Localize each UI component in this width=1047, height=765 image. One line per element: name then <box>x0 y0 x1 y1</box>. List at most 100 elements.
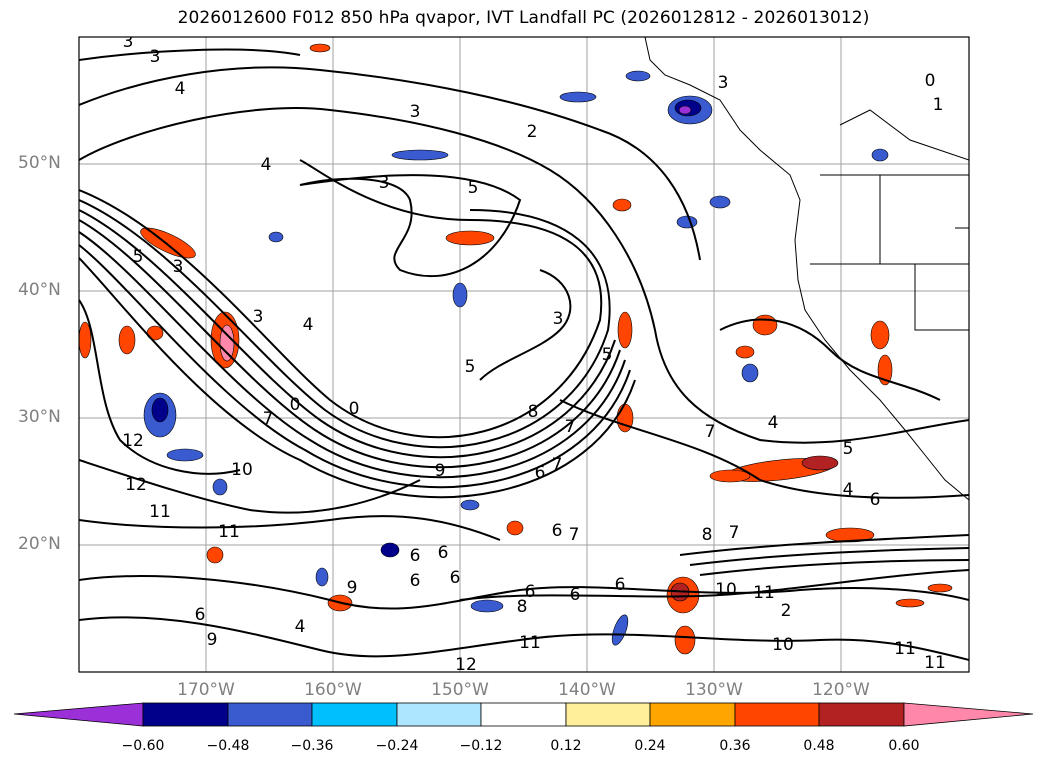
colorbar-swatch <box>311 702 398 727</box>
colorbar-tick-label: 0.24 <box>634 738 666 754</box>
contour-label: 6 <box>195 605 206 625</box>
colorbar-tick-label: −0.60 <box>121 738 165 754</box>
colorbar-tick-label: −0.24 <box>375 738 419 754</box>
colorbar-swatch <box>227 702 313 727</box>
qvapor-filled-contours <box>79 43 953 655</box>
contour-label: 6 <box>535 463 546 483</box>
contour-label: 7 <box>729 523 740 543</box>
contour-label: 3 <box>150 47 161 67</box>
lat-label-30n: 30°N <box>18 407 61 427</box>
colorbar-swatch <box>480 702 567 727</box>
contour-label: 3 <box>379 173 390 193</box>
lon-label-130w: 130°W <box>685 680 743 700</box>
colorbar-swatch <box>142 702 229 727</box>
contour-label: 8 <box>702 525 713 545</box>
contour-label: 7 <box>569 525 580 545</box>
contour-label: 5 <box>843 439 854 459</box>
contour-label: 0 <box>925 71 936 91</box>
colorbar <box>13 702 1034 727</box>
contour-label: 1 <box>933 95 944 115</box>
contour-label: 0 <box>349 399 360 419</box>
contour-label: 6 <box>615 575 626 595</box>
contour-label: 6 <box>450 568 461 588</box>
contour-label: 3 <box>553 309 564 329</box>
colorbar-swatch <box>818 702 905 727</box>
contour-label: 11 <box>218 522 240 542</box>
contour-labels: 3 3 4 3 2 0 1 3 4 3 5 3 5 3 4 5 5 3 0 0 … <box>122 32 946 675</box>
contour-label: 9 <box>435 461 446 481</box>
colorbar-tick-label: 0.36 <box>719 738 751 754</box>
contour-label: 4 <box>261 155 272 175</box>
contour-label: 7 <box>552 455 563 475</box>
contour-label: 12 <box>122 431 144 451</box>
contour-label: 7 <box>565 417 576 437</box>
colorbar-tick-label: 0.60 <box>888 738 920 754</box>
contour-label: 4 <box>295 617 306 637</box>
colorbar-upper-extend <box>903 702 1034 727</box>
lon-label-150w: 150°W <box>431 680 489 700</box>
contour-label: 5 <box>602 345 613 365</box>
contour-label: 9 <box>207 630 218 650</box>
colorbar-lower-extend <box>13 702 144 727</box>
lon-label-120w: 120°W <box>812 680 870 700</box>
coastline <box>644 37 969 501</box>
colorbar-swatch <box>734 702 820 727</box>
contour-label: 2 <box>781 601 792 621</box>
contour-label: 2 <box>527 122 538 142</box>
colorbar-swatch <box>396 702 482 727</box>
contour-label: 12 <box>455 655 477 675</box>
contour-label: 5 <box>133 247 144 267</box>
contour-label: 4 <box>175 79 186 99</box>
contour-label: 6 <box>438 543 449 563</box>
contour-label: 6 <box>410 546 421 566</box>
colorbar-tick-label: −0.48 <box>206 738 250 754</box>
lon-label-140w: 140°W <box>558 680 616 700</box>
lat-label-40n: 40°N <box>18 280 61 300</box>
colorbar-tick-label: 0.48 <box>803 738 835 754</box>
colorbar-swatch <box>565 702 651 727</box>
contour-label: 4 <box>768 413 779 433</box>
contour-label: 9 <box>347 578 358 598</box>
colorbar-tick-label: 0.12 <box>550 738 582 754</box>
lat-label-50n: 50°N <box>18 153 61 173</box>
contour-label: 11 <box>894 639 916 659</box>
contour-label: 6 <box>870 490 881 510</box>
contour-label: 5 <box>465 357 476 377</box>
contour-label: 0 <box>290 395 301 415</box>
contour-label: 6 <box>570 585 581 605</box>
colorbar-tick-label: −0.12 <box>459 738 503 754</box>
lat-label-20n: 20°N <box>18 534 61 554</box>
colorbar-swatch <box>649 702 736 727</box>
contour-label: 7 <box>263 409 274 429</box>
contour-label: 11 <box>753 583 775 603</box>
contour-label: 10 <box>772 635 794 655</box>
contour-label: 4 <box>303 315 314 335</box>
contour-label: 3 <box>173 257 184 277</box>
map-title: 2026012600 F012 850 hPa qvapor, IVT Land… <box>177 8 870 28</box>
contour-label: 6 <box>552 521 563 541</box>
contour-label: 10 <box>715 580 737 600</box>
contour-label: 6 <box>525 582 536 602</box>
contour-label: 10 <box>231 460 253 480</box>
contour-label: 5 <box>468 178 479 198</box>
contour-label: 11 <box>149 502 171 522</box>
contour-label: 12 <box>125 475 147 495</box>
contour-label: 3 <box>253 307 264 327</box>
contour-label: 6 <box>410 571 421 591</box>
contour-label: 3 <box>718 73 729 93</box>
contour-label: 3 <box>410 102 421 122</box>
contour-label: 8 <box>517 597 528 617</box>
contour-label: 7 <box>705 422 716 442</box>
lon-label-170w: 170°W <box>177 680 235 700</box>
contour-label: 8 <box>528 402 539 422</box>
contour-label: 3 <box>123 32 134 52</box>
contour-label: 4 <box>843 480 854 500</box>
lon-label-160w: 160°W <box>304 680 362 700</box>
graticule <box>79 37 969 672</box>
contour-label: 11 <box>924 653 946 673</box>
contour-label: 11 <box>519 633 541 653</box>
ivt-contour-lines <box>79 48 969 661</box>
colorbar-tick-label: −0.36 <box>290 738 334 754</box>
map-frame <box>78 36 970 673</box>
